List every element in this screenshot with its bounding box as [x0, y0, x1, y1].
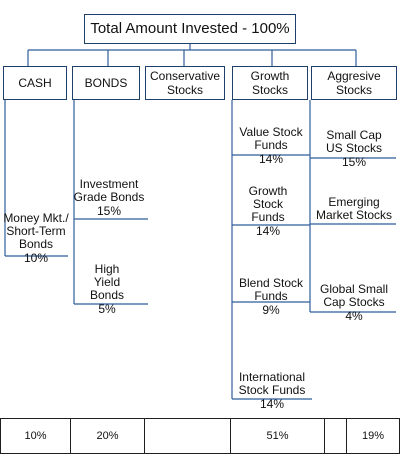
item-investment-grade: Investment Grade Bonds 15%	[72, 178, 146, 218]
item-small-cap-us: Small Cap US Stocks 15%	[318, 129, 390, 169]
category-box-conservative: Conservative Stocks	[145, 66, 225, 100]
item-international-funds: International Stock Funds 14%	[232, 371, 312, 411]
item-global-small-cap-pct: 4%	[345, 309, 363, 323]
item-international-funds-pct: 14%	[259, 397, 285, 411]
item-growth-funds-pct: 14%	[255, 224, 281, 238]
category-box-bonds: BONDS	[72, 66, 140, 100]
category-box-cash: CASH	[3, 66, 67, 100]
item-global-small-cap: Global Small Cap Stocks 4%	[312, 283, 396, 323]
category-label-growth: Growth Stocks	[250, 69, 290, 97]
item-investment-grade-name: Investment Grade Bonds	[73, 177, 145, 204]
item-blend-funds-pct: 9%	[262, 303, 280, 317]
item-small-cap-us-name: Small Cap US Stocks	[325, 128, 382, 155]
item-value-funds-pct: 14%	[258, 152, 284, 166]
total-cell-conservative	[145, 419, 231, 453]
category-box-growth: Growth Stocks	[232, 66, 308, 100]
category-label-bonds: BONDS	[84, 76, 128, 90]
total-cell-bonds: 20%	[71, 419, 145, 453]
item-growth-funds: Growth Stock Funds 14%	[240, 185, 296, 238]
item-value-funds-name: Value Stock Funds	[239, 125, 303, 152]
total-cell-spacer	[325, 419, 347, 453]
item-investment-grade-pct: 15%	[96, 204, 122, 218]
item-value-funds: Value Stock Funds 14%	[232, 126, 310, 166]
item-global-small-cap-name: Global Small Cap Stocks	[319, 282, 389, 309]
item-high-yield-name: High Yield Bonds	[89, 262, 125, 302]
total-invested-label: Total Amount Invested - 100%	[90, 20, 290, 37]
total-cell-aggressive: 19%	[361, 430, 385, 442]
item-small-cap-us-pct: 15%	[341, 155, 367, 169]
total-cell-growth: 51%	[231, 419, 325, 453]
category-box-aggressive: Aggresive Stocks	[311, 66, 397, 100]
totals-row: 10% 20% 51% 19%	[0, 418, 400, 454]
item-money-market-name: Money Mkt./ Short-Term Bonds	[3, 211, 69, 251]
category-label-conservative: Conservative Stocks	[149, 69, 221, 97]
item-money-market-pct: 10%	[23, 251, 49, 265]
total-invested-box: Total Amount Invested - 100%	[84, 14, 296, 44]
category-label-aggressive: Aggresive Stocks	[327, 69, 381, 97]
category-label-cash: CASH	[18, 76, 52, 90]
item-international-funds-name: International Stock Funds	[238, 370, 306, 397]
item-high-yield: High Yield Bonds 5%	[84, 263, 130, 316]
item-emerging-market: Emerging Market Stocks	[310, 196, 398, 222]
item-blend-funds-name: Blend Stock Funds	[238, 276, 304, 303]
item-emerging-market-name: Emerging Market Stocks	[315, 195, 393, 222]
item-growth-funds-name: Growth Stock Funds	[248, 184, 288, 224]
item-money-market: Money Mkt./ Short-Term Bonds 10%	[2, 212, 70, 265]
total-cell-cash: 10%	[1, 419, 71, 453]
item-high-yield-pct: 5%	[98, 302, 116, 316]
item-blend-funds: Blend Stock Funds 9%	[232, 277, 310, 317]
